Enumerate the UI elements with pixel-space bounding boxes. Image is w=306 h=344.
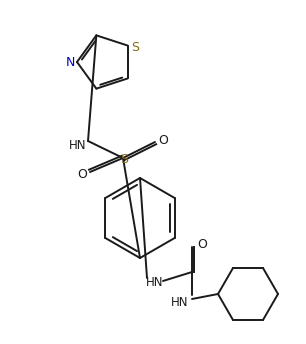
Text: HN: HN — [146, 277, 164, 290]
Text: HN: HN — [69, 139, 87, 151]
Text: N: N — [65, 55, 75, 68]
Text: O: O — [77, 168, 87, 181]
Text: O: O — [197, 238, 207, 251]
Text: S: S — [131, 41, 139, 54]
Text: S: S — [120, 152, 128, 165]
Text: O: O — [158, 133, 168, 147]
Text: HN: HN — [171, 297, 189, 310]
